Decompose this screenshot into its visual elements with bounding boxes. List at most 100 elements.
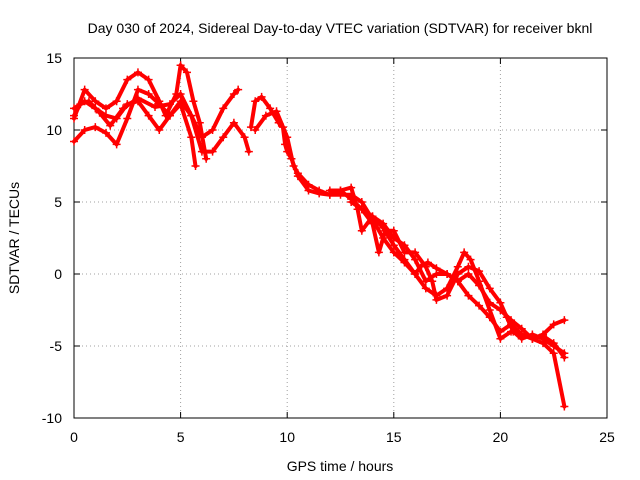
data-point-marker (428, 277, 437, 286)
data-point-marker (443, 291, 452, 300)
y-tick-label: -10 (42, 410, 62, 426)
data-point-marker (133, 85, 142, 94)
data-point-marker (234, 85, 243, 94)
series-track-2 (70, 85, 253, 156)
data-point-marker (208, 147, 217, 156)
data-point-marker (517, 324, 526, 333)
data-point-marker (517, 334, 526, 343)
data-point-marker (460, 248, 469, 257)
data-point-marker (528, 330, 537, 339)
data-point-marker (421, 262, 430, 271)
data-point-marker (219, 133, 228, 142)
data-point-marker (485, 306, 494, 314)
data-point-marker (187, 111, 196, 120)
tick-labels: 0 5 10 15 20 25 -10 -5 0 5 10 15 (42, 50, 615, 445)
data-point-marker (195, 118, 204, 127)
data-point-marker (229, 118, 238, 127)
data-point-marker (172, 90, 181, 98)
data-point-marker (144, 111, 153, 120)
series-trace (253, 109, 567, 409)
y-tick-label: 15 (46, 50, 62, 66)
data-point-marker (560, 402, 569, 411)
x-tick-label: 25 (599, 429, 615, 445)
data-point-marker (91, 97, 100, 106)
data-point-marker (549, 320, 558, 329)
data-point-marker (144, 90, 153, 98)
data-point-marker (80, 126, 89, 134)
data-point-marker (357, 198, 366, 206)
data-point-marker (485, 284, 494, 293)
data-point-marker (101, 111, 110, 120)
series-trace (72, 99, 198, 168)
y-tick-label: -5 (50, 338, 63, 354)
data-point-marker (464, 262, 473, 271)
data-point-marker (80, 97, 89, 106)
data-point-marker (389, 226, 398, 235)
data-point-marker (432, 295, 441, 304)
data-point-marker (389, 248, 398, 257)
x-tick-label: 20 (493, 429, 509, 445)
data-point-marker (112, 140, 121, 149)
data-point-marker (421, 284, 430, 293)
data-point-marker (133, 97, 142, 106)
data-point-marker (368, 219, 377, 228)
series-trace (72, 63, 209, 161)
data-point-marker (411, 270, 420, 278)
data-point-marker (251, 126, 260, 134)
data-point-marker (219, 104, 228, 113)
data-point-marker (509, 327, 518, 336)
data-point-marker (208, 126, 217, 134)
data-point-marker (466, 255, 475, 264)
data-point-marker (400, 258, 409, 267)
data-point-marker (304, 180, 313, 189)
series-trace (249, 94, 567, 360)
data-point-marker (325, 186, 334, 195)
data-point-marker (464, 291, 473, 300)
data-point-marker (432, 270, 441, 278)
data-point-marker (411, 255, 420, 264)
y-tick-label: 5 (54, 194, 62, 210)
data-point-marker (182, 68, 191, 77)
plot-frame (73, 57, 608, 419)
data-point-marker (357, 205, 366, 214)
data-point-marker (151, 102, 160, 111)
data-point-marker (244, 147, 253, 156)
data-point-marker (411, 248, 420, 257)
data-point-marker (191, 162, 200, 170)
data-point-marker (289, 162, 298, 170)
x-tick-label: 0 (70, 429, 78, 445)
data-point-marker (229, 90, 238, 98)
data-point-marker (70, 137, 78, 146)
data-point-marker (261, 111, 270, 120)
data-point-marker (176, 61, 185, 70)
data-point-marker (475, 281, 484, 290)
data-point-marker (475, 301, 484, 310)
data-point-marker (502, 313, 511, 322)
data-point-marker (400, 248, 409, 257)
data-point-marker (155, 126, 164, 134)
data-point-marker (347, 183, 356, 192)
series-track-6 (251, 107, 569, 411)
data-point-marker (560, 349, 569, 358)
data-point-marker (189, 97, 198, 106)
data-point-marker (357, 226, 366, 235)
axis-ticks (73, 57, 608, 419)
data-point-marker (187, 133, 196, 142)
data-points (70, 61, 569, 411)
data-point-marker (176, 100, 185, 109)
x-tick-label: 15 (386, 429, 402, 445)
data-point-marker (315, 186, 324, 195)
x-axis-label: GPS time / hours (287, 458, 394, 474)
data-point-marker (257, 92, 266, 101)
data-point-marker (70, 104, 78, 113)
data-point-marker (374, 248, 383, 257)
data-point-marker (155, 97, 164, 106)
data-point-marker (101, 104, 110, 113)
data-point-marker (389, 241, 398, 250)
y-axis-label: SDTVAR / TECUs (6, 182, 22, 294)
data-point-marker (549, 342, 558, 350)
series-trace (72, 87, 251, 154)
data-point-marker (123, 114, 132, 123)
data-point-marker (485, 298, 494, 307)
